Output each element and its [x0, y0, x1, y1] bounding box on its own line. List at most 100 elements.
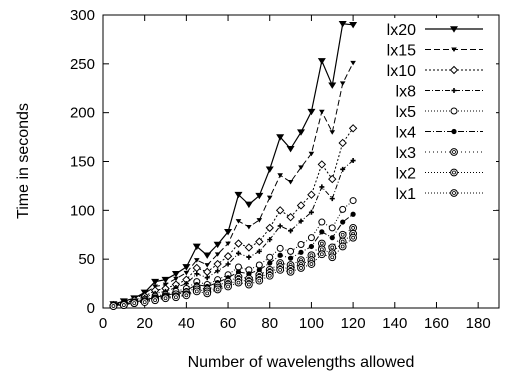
- data-point: [317, 160, 327, 169]
- legend-label: lx8: [396, 84, 417, 101]
- data-point: [297, 129, 305, 136]
- data-point: [348, 124, 358, 133]
- data-point: [203, 289, 212, 298]
- series-line: [113, 23, 354, 305]
- data-point: [161, 276, 170, 284]
- legend-marker: [449, 65, 459, 75]
- legend-label: lx4: [396, 125, 417, 142]
- legend-marker: [451, 88, 457, 93]
- legend-item-lx10: lx10: [387, 63, 483, 80]
- data-point: [255, 192, 264, 200]
- data-point: [298, 218, 304, 224]
- y-tick-label: 0: [87, 300, 95, 317]
- data-point: [140, 298, 149, 307]
- legend-item-lx20: lx20: [387, 22, 483, 39]
- data-point: [223, 252, 233, 261]
- y-tick-label: 300: [70, 7, 95, 24]
- data-point: [267, 260, 273, 266]
- data-point: [307, 108, 316, 116]
- data-point: [349, 233, 358, 242]
- data-point: [213, 259, 222, 269]
- data-point: [151, 278, 160, 286]
- axis-ticks: 0 20 40 60 80 100 120 140 160 180 0 50 100 150 200 250 3…: [70, 7, 499, 332]
- data-point: [308, 209, 314, 215]
- data-point: [234, 191, 243, 199]
- data-point: [234, 263, 242, 271]
- legend-label: lx10: [387, 63, 416, 80]
- data-point: [256, 218, 263, 223]
- data-point: [204, 263, 211, 268]
- series-line: [113, 128, 354, 306]
- data-point: [339, 205, 347, 213]
- data-point: [328, 82, 337, 89]
- data-point: [235, 219, 242, 224]
- y-axis-title: Time in seconds: [15, 103, 32, 219]
- data-point: [338, 20, 347, 28]
- data-point: [350, 158, 356, 164]
- data-point: [213, 241, 222, 249]
- x-tick-label: 180: [466, 315, 491, 332]
- data-point: [328, 174, 337, 184]
- series-lx10: [109, 124, 358, 310]
- x-tick-label: 140: [382, 315, 407, 332]
- data-point: [182, 291, 191, 300]
- data-point: [171, 271, 180, 278]
- legend-marker: [450, 189, 458, 197]
- series-layer: [109, 20, 358, 310]
- data-point: [296, 201, 306, 210]
- data-point: [130, 299, 139, 308]
- series-lx1: [109, 233, 358, 310]
- data-point: [317, 250, 326, 259]
- data-point: [307, 190, 316, 199]
- data-point: [319, 229, 325, 235]
- data-point: [235, 250, 241, 256]
- y-tick-label: 250: [70, 56, 95, 73]
- legend-marker: [450, 148, 458, 156]
- legend-item-lx4: lx4: [396, 125, 483, 142]
- data-point: [350, 60, 356, 66]
- data-point: [224, 282, 232, 291]
- data-point: [234, 278, 243, 287]
- series-lx8: [110, 158, 356, 308]
- x-axis-title: Number of wavelengths allowed: [188, 354, 415, 371]
- data-point: [338, 138, 347, 148]
- series-line: [113, 227, 354, 307]
- x-tick-label: 60: [220, 315, 237, 332]
- data-point: [317, 58, 326, 65]
- data-point: [203, 267, 212, 277]
- data-point: [308, 243, 315, 250]
- data-point: [276, 244, 284, 252]
- data-point: [265, 223, 274, 233]
- data-point: [225, 261, 231, 267]
- data-point: [255, 276, 264, 285]
- legend-item-lx1: lx1: [396, 186, 483, 203]
- data-point: [349, 224, 358, 232]
- legend-label: lx15: [387, 43, 416, 60]
- y-tick-label: 150: [70, 154, 95, 171]
- data-point: [183, 270, 190, 276]
- data-point: [161, 294, 170, 303]
- data-point: [318, 218, 326, 226]
- data-point: [319, 109, 325, 115]
- data-point: [213, 285, 222, 294]
- legend-label: lx20: [387, 22, 416, 39]
- data-point: [276, 266, 285, 274]
- legend-label: lx2: [396, 166, 417, 183]
- legend-marker: [450, 168, 458, 177]
- legend-item-lx15: lx15: [387, 43, 483, 60]
- data-point: [214, 252, 221, 257]
- data-point: [256, 248, 262, 254]
- series-lx20: [109, 20, 358, 308]
- data-point: [329, 130, 336, 135]
- data-point: [277, 252, 283, 258]
- data-point: [182, 264, 191, 271]
- data-point: [277, 173, 283, 178]
- data-point: [194, 271, 200, 277]
- data-point: [338, 242, 347, 251]
- x-tick-label: 20: [136, 315, 153, 332]
- legend-item-lx2: lx2: [396, 166, 483, 183]
- data-point: [267, 237, 273, 243]
- x-tick-label: 80: [261, 315, 278, 332]
- data-point: [244, 201, 253, 209]
- data-point: [244, 243, 254, 252]
